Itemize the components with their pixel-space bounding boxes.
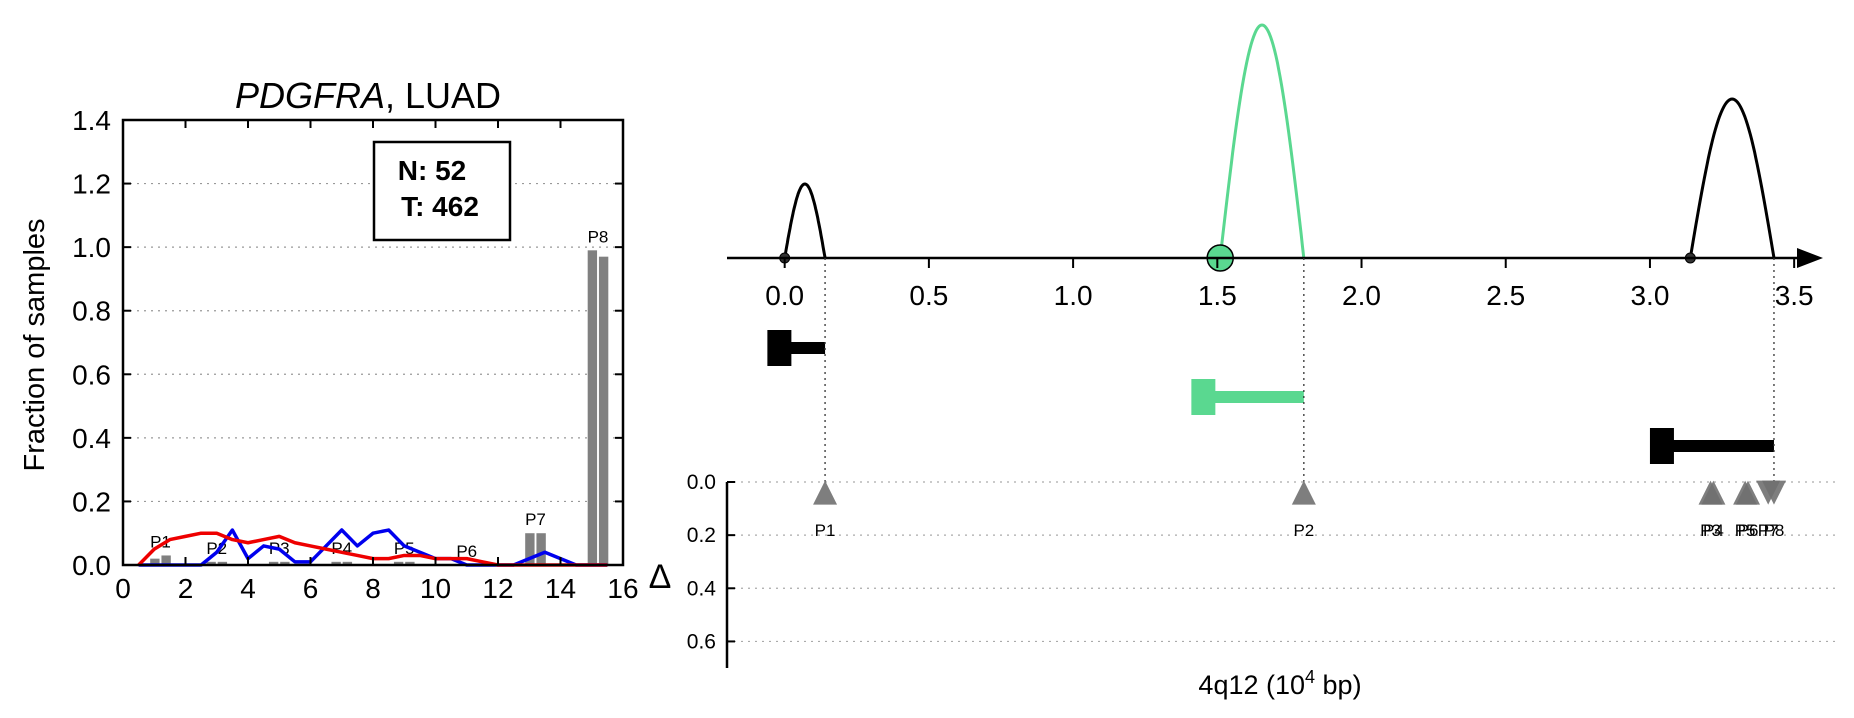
- x-tick-label: 0: [115, 573, 131, 604]
- tumor-count-label: T: 462: [401, 191, 479, 222]
- peak-bar-label: P5: [394, 539, 415, 558]
- peak-marker: [1761, 480, 1786, 505]
- peak-marker: [1701, 480, 1726, 505]
- peak-marker-label: P1: [815, 521, 836, 540]
- genome-axis-arrow: [1797, 248, 1823, 268]
- genome-x-tick-label: 2.0: [1342, 280, 1381, 311]
- series-line-n: [138, 528, 608, 567]
- peak-bar: [405, 561, 415, 565]
- peak-bar-label: P6: [456, 542, 477, 561]
- peak-marker: [1736, 480, 1761, 505]
- peak-bar: [525, 533, 535, 565]
- peak-marker-label: P3: [1700, 521, 1721, 540]
- x-tick-label: 4: [240, 573, 256, 604]
- chart-title-rest: , LUAD: [385, 75, 501, 116]
- genome-x-tick-label: 0.0: [765, 280, 804, 311]
- peak-bar: [393, 561, 404, 565]
- genome-x-axis-label-sup: 4: [1305, 667, 1315, 687]
- y-tick-label: 0.8: [72, 296, 111, 327]
- delta-tick-label: 0.6: [687, 630, 716, 653]
- x-tick-label: 14: [545, 573, 576, 604]
- peak-bar: [536, 533, 546, 565]
- peak-bar: [150, 558, 160, 565]
- region-segment-bar: [787, 342, 826, 354]
- genome-x-tick-label: 2.5: [1486, 280, 1525, 311]
- genome-x-axis-label-main: 4q12 (10: [1198, 670, 1305, 700]
- delta-tick-label: 0.2: [687, 524, 716, 547]
- peak-marker-label: P5: [1735, 521, 1756, 540]
- region-segments: [767, 330, 1774, 464]
- genome-axis: 0.0 0.5 1.0 1.5 2.0 2.5 3.0 3.5: [727, 248, 1823, 311]
- sample-count-box-frame: [372, 140, 512, 242]
- peak-marker-label: P6: [1738, 521, 1759, 540]
- y-tick-label: 0.2: [72, 486, 111, 517]
- peak-marker-label: P7: [1758, 521, 1779, 540]
- peak-bar: [268, 561, 279, 565]
- peak-marker: [813, 480, 838, 505]
- x-tick-label: 16: [607, 573, 638, 604]
- peak-marker: [1291, 480, 1316, 505]
- region-arcs: [779, 23, 1776, 272]
- region-arc: [1688, 97, 1776, 259]
- delta-axis-label: Δ: [649, 558, 672, 596]
- genome-x-tick-label: 1.0: [1054, 280, 1093, 311]
- peak-bar: [587, 250, 598, 566]
- peak-bar-label: P8: [588, 227, 609, 246]
- left-bar-chart: PDGFRA, LUAD Fraction of samples P1 P2 P3 P…: [19, 75, 639, 604]
- region-arc: [1218, 23, 1306, 259]
- peak-bar-label: P7: [525, 510, 546, 529]
- peak-bar: [161, 555, 171, 565]
- region-segment-bar: [1211, 391, 1304, 403]
- genome-x-tick-label: 1.5: [1198, 280, 1237, 311]
- y-tick-label: 1.0: [72, 232, 111, 263]
- peak-marker-label: P8: [1764, 521, 1785, 540]
- peak-bar: [280, 561, 290, 565]
- y-axis-label: Fraction of samples: [19, 218, 51, 471]
- genome-x-tick-label: 3.5: [1775, 280, 1814, 311]
- left-ticks: 0.0 0.2 0.4 0.6 0.8 1.0 1.2 1.4 0 2 4 6 8 10 12 14 16: [72, 105, 639, 604]
- x-tick-label: 8: [365, 573, 381, 604]
- genome-x-tick-label: 0.5: [909, 280, 948, 311]
- peak-bar: [206, 561, 216, 565]
- chart-title: PDGFRA, LUAD: [235, 75, 501, 116]
- region-segment-bar: [1669, 440, 1774, 452]
- normal-count-label: N: 52: [398, 155, 466, 186]
- x-tick-label: 2: [178, 573, 194, 604]
- y-tick-label: 0.4: [72, 423, 111, 454]
- genome-x-tick-label: 3.0: [1630, 280, 1669, 311]
- x-tick-label: 12: [482, 573, 513, 604]
- peak-bar: [598, 256, 609, 565]
- x-tick-label: 6: [303, 573, 319, 604]
- y-tick-label: 1.2: [72, 169, 111, 200]
- genome-x-axis-label: 4q12 (104 bp): [1198, 667, 1361, 700]
- peak-bar: [217, 561, 228, 565]
- chart-title-gene: PDGFRA: [235, 75, 385, 116]
- y-tick-label: 1.4: [72, 105, 111, 136]
- right-region-diagram: 0.0 0.5 1.0 1.5 2.0 2.5 3.0 3.5 0.0 0.2 0.4 0.6 P1 P…: [649, 23, 1835, 700]
- sample-count-box: N: 52 T: 462: [372, 140, 512, 242]
- peak-bar: [342, 561, 353, 565]
- peak-marker-label: P4: [1703, 521, 1724, 540]
- genome-x-axis-label-tail: bp): [1315, 670, 1362, 700]
- x-tick-label: 10: [420, 573, 451, 604]
- peak-marker-label: P2: [1293, 521, 1314, 540]
- y-tick-label: 0.6: [72, 359, 111, 390]
- delta-tick-label: 0.4: [687, 577, 717, 600]
- region-arc: [783, 182, 827, 259]
- y-tick-label: 0.0: [72, 550, 111, 581]
- delta-tick-label: 0.0: [687, 471, 716, 494]
- peak-bar: [331, 561, 341, 565]
